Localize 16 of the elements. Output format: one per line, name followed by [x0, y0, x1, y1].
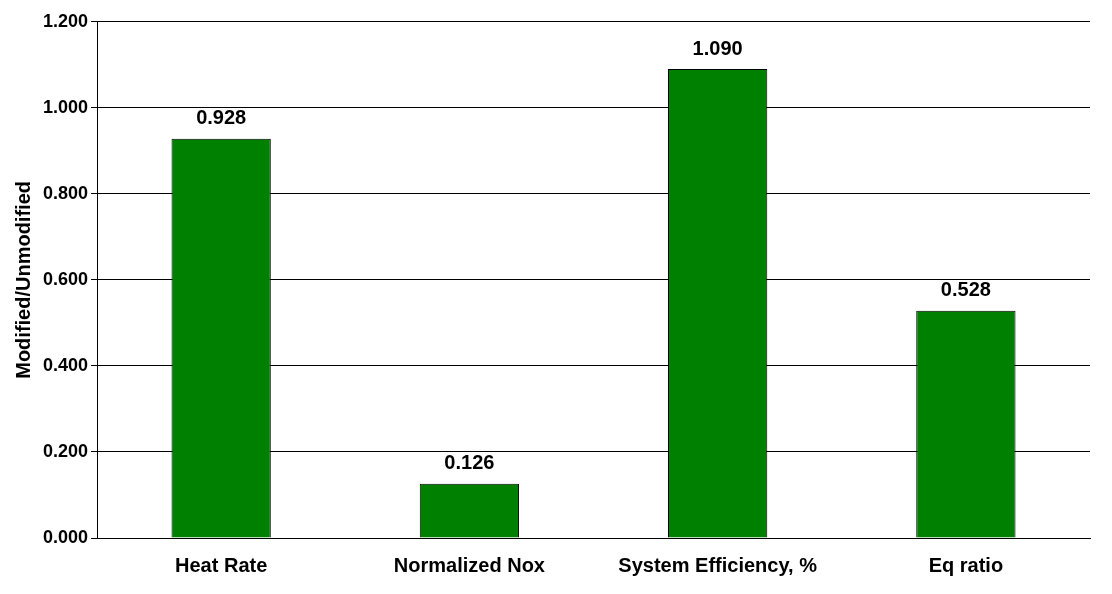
x-tick-label: Heat Rate — [175, 553, 268, 576]
y-axis-title: Modified/Unmodified — [11, 181, 34, 379]
x-tick-label: Eq ratio — [928, 553, 1004, 576]
y-tick-label: 0.800 — [43, 182, 89, 203]
x-tick-label: System Efficiency, % — [618, 553, 818, 576]
data-label: 1.090 — [692, 36, 743, 59]
y-tick-label: 0.600 — [43, 268, 89, 289]
data-label: 0.928 — [196, 106, 247, 129]
y-tick-label: 0.400 — [43, 354, 89, 375]
data-label: 0.528 — [940, 278, 991, 301]
data-label: 0.126 — [444, 451, 495, 474]
y-tick-label: 1.200 — [43, 10, 89, 31]
y-tick-label: 0.200 — [43, 440, 89, 461]
y-tick-label: 0.000 — [43, 526, 89, 547]
y-tick-label: 1.000 — [43, 96, 89, 117]
x-tick-label: Normalized Nox — [393, 553, 545, 576]
